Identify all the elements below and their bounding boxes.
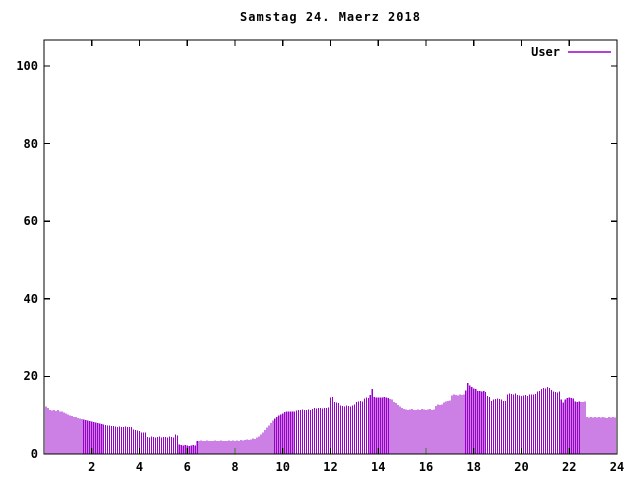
y-tick-label: 40	[23, 291, 38, 306]
x-tick-label: 10	[275, 460, 290, 474]
axis-ticks	[44, 40, 618, 455]
legend-user-label: User	[531, 45, 560, 59]
user-bars	[45, 383, 618, 454]
x-tick-label: 8	[231, 460, 239, 474]
x-tick-label: 2	[88, 460, 96, 474]
x-tick-label: 24	[609, 460, 625, 474]
y-tick-label: 60	[23, 214, 38, 229]
x-tick-label: 20	[514, 460, 529, 474]
x-tick-label: 22	[562, 460, 577, 474]
chart-title: Samstag 24. Maerz 2018	[240, 10, 421, 24]
y-tick-label: 100	[16, 59, 38, 73]
plot-border	[43, 39, 618, 455]
y-tick-label: 20	[23, 369, 38, 384]
x-tick-label: 4	[135, 460, 144, 474]
x-tick-label: 12	[323, 460, 338, 474]
x-tick-label: 16	[418, 460, 434, 474]
x-tick-label: 6	[183, 460, 191, 474]
y-tick-label: 80	[23, 136, 38, 151]
x-tick-label: 14	[371, 460, 386, 474]
y-tick-label: 0	[30, 447, 38, 461]
x-tick-label: 18	[466, 460, 481, 474]
